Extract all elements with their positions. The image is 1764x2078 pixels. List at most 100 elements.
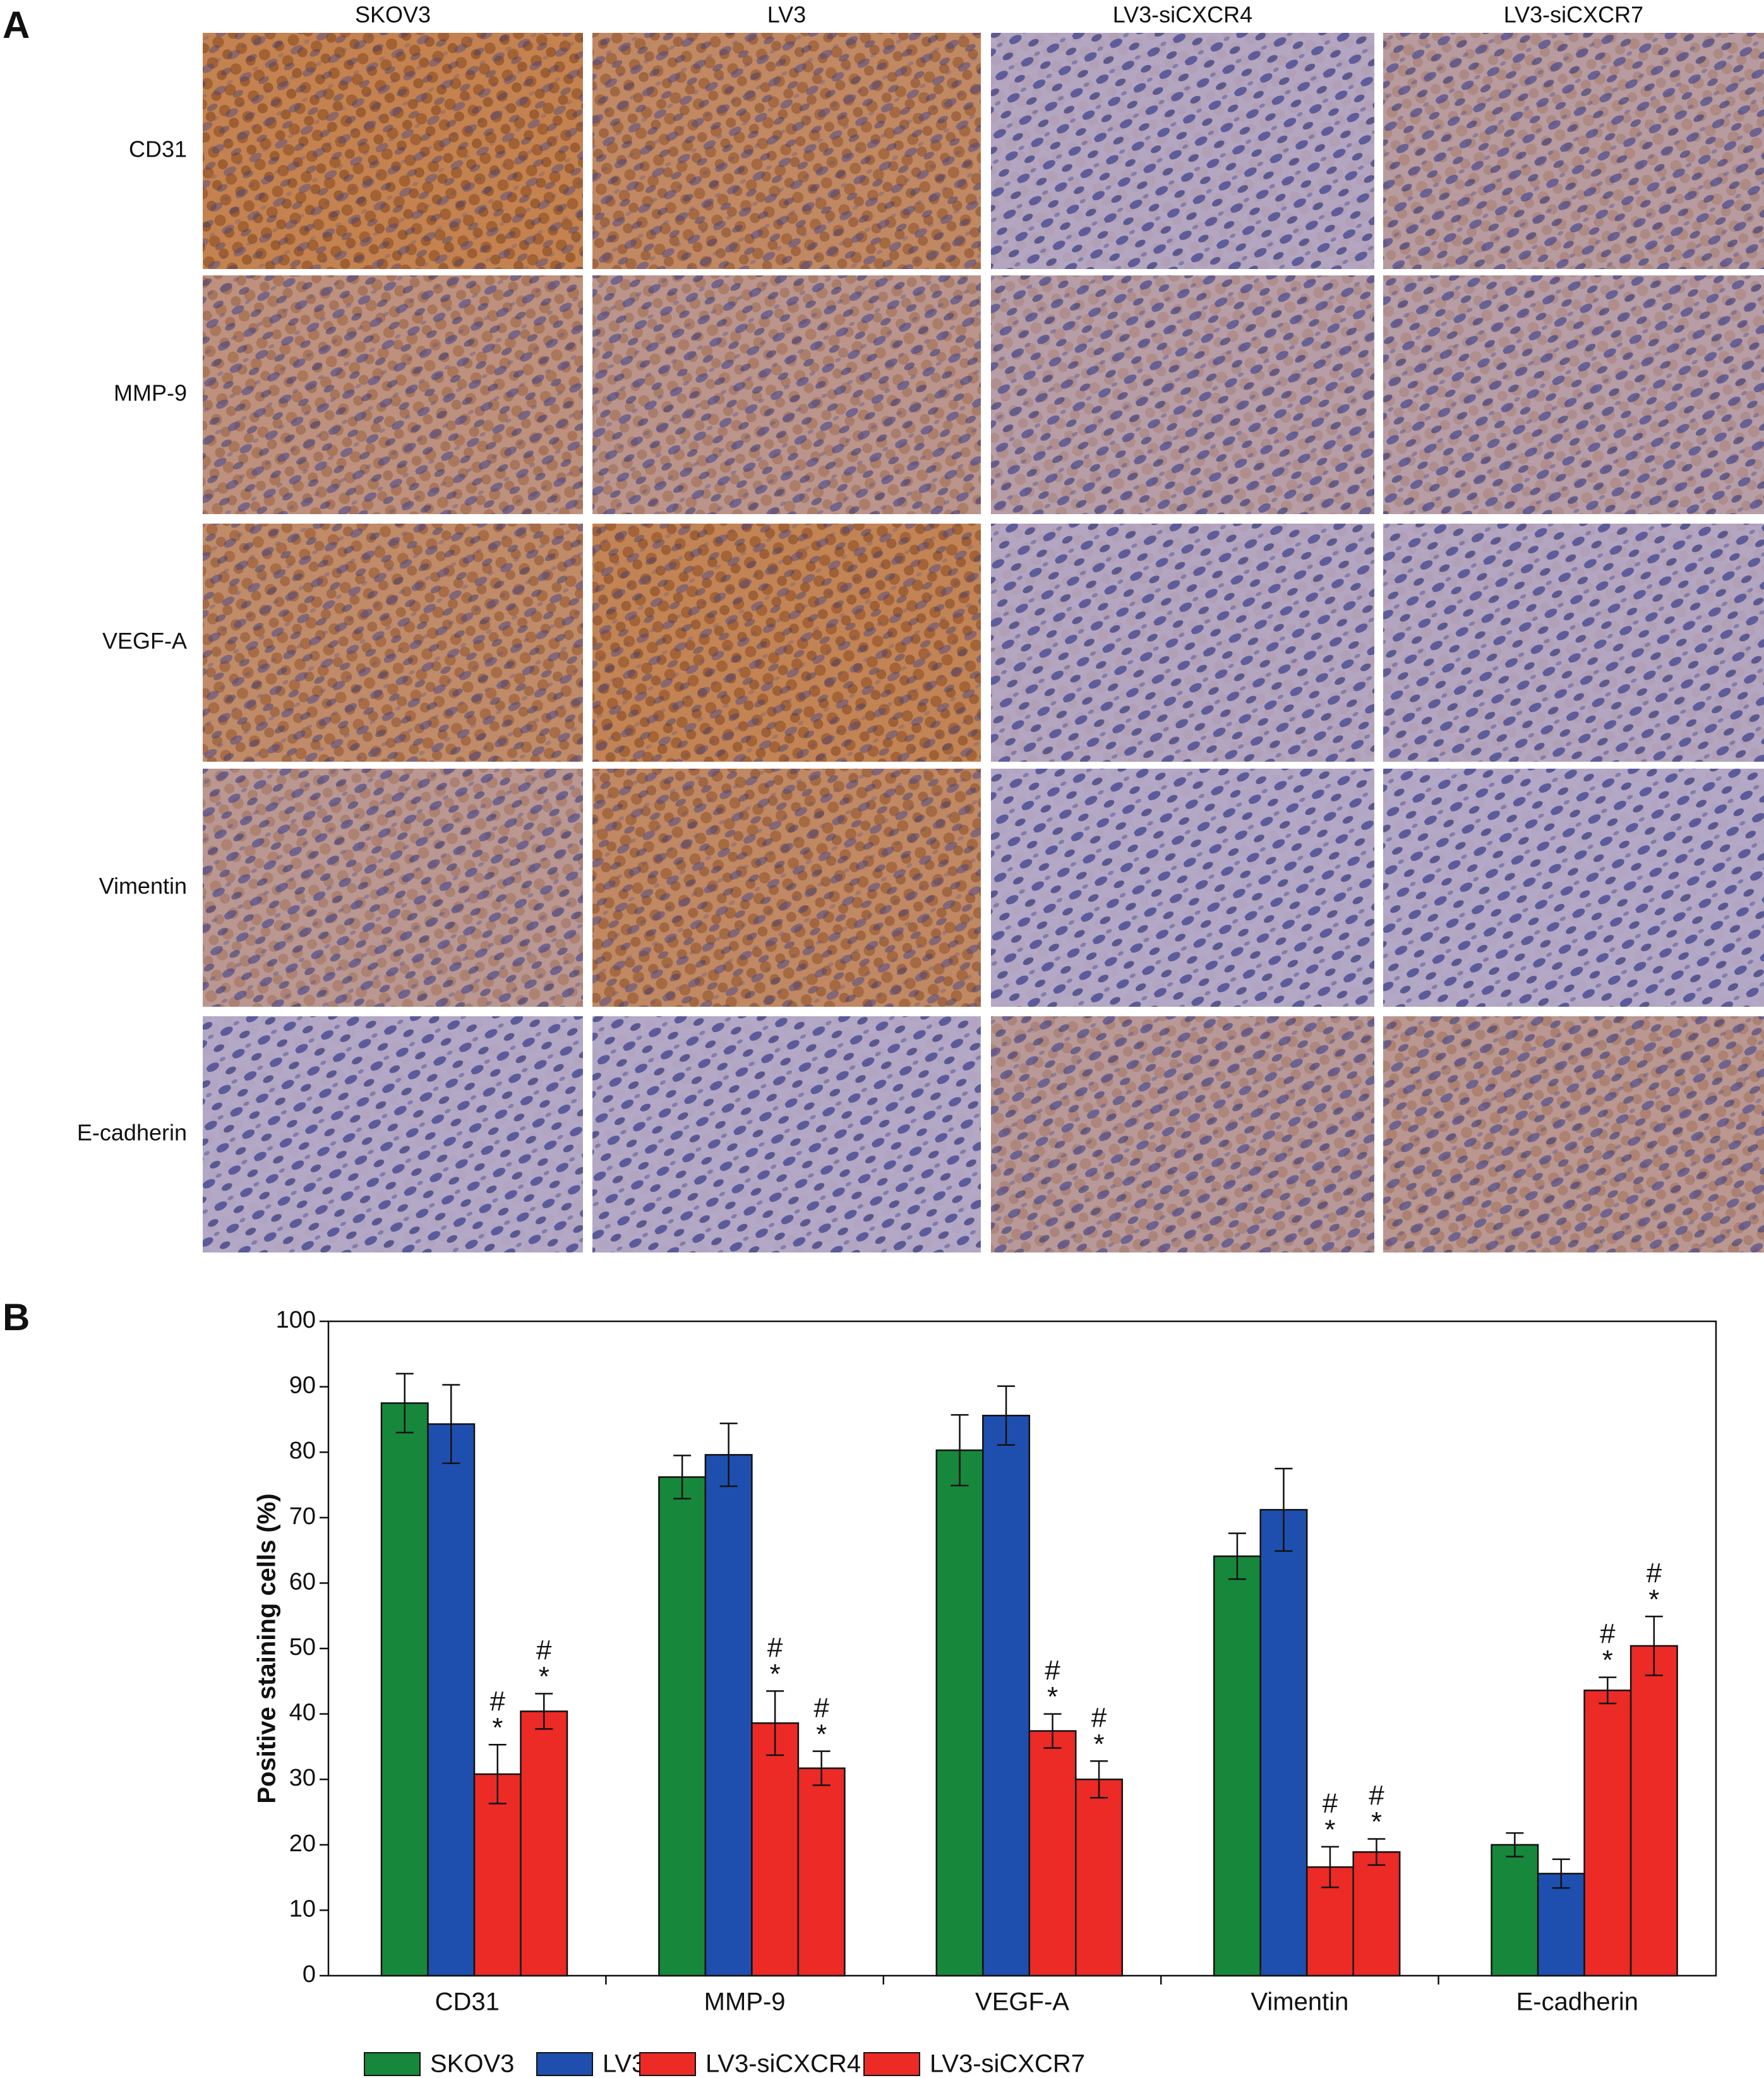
column-label: SKOV3 [355,2,431,28]
bar [1075,1778,1124,1977]
error-bar [1228,1532,1246,1580]
micrograph-texture [592,275,981,514]
bar [520,1710,568,1977]
legend-swatch [364,2052,421,2076]
micrograph-texture [203,524,583,762]
bar [797,1767,846,1977]
significance-mark: * [770,1659,781,1690]
row-label: MMP-9 [114,380,187,406]
y-tick-label: 0 [303,1961,316,1988]
bar [1259,1509,1308,1977]
legend-label: LV3 [603,2050,645,2078]
y-tick-label: 80 [289,1438,316,1464]
error-bar [1043,1713,1062,1749]
significance-mark: * [1093,1729,1104,1760]
error-bar [1506,1832,1524,1858]
y-tick-label: 20 [289,1830,316,1857]
error-bar [766,1690,784,1757]
significance-mark: # [1647,1558,1662,1589]
bar [1352,1851,1401,1977]
row-label: E-cadherin [77,1120,187,1146]
significance-mark: # [1091,1702,1107,1733]
panel-label: A [3,4,30,46]
micrograph-texture [203,769,583,1007]
error-bar [673,1455,692,1500]
legend-swatch [863,2052,920,2076]
y-tick-label: 10 [289,1895,316,1922]
error-bar [997,1385,1016,1446]
significance-mark: # [490,1686,506,1717]
significance-mark: # [1369,1780,1384,1811]
significance-mark: # [1600,1618,1616,1649]
micrograph-texture [991,524,1374,762]
micrograph-texture [203,33,583,269]
x-tick-label: Vimentin [1251,1988,1348,2016]
significance-mark: * [492,1712,503,1743]
legend-label: LV3-siCXCR7 [930,2050,1085,2078]
y-axis-label: Positive staining cells (%) [253,1493,281,1803]
significance-mark: # [1045,1655,1060,1686]
significance-mark: * [816,1719,827,1750]
column-label: LV3-siCXCR7 [1504,2,1643,28]
error-bar [535,1693,553,1730]
y-tick-label: 90 [289,1372,316,1399]
micrograph-texture [991,1016,1374,1252]
error-bar [1367,1838,1386,1866]
row-label: CD31 [129,136,187,162]
bar [1629,1645,1678,1977]
micrograph-texture [203,1016,583,1252]
micrograph-texture [592,769,981,1007]
legend-label: SKOV3 [430,2050,514,2078]
bar [751,1722,800,1977]
y-tick-label: 100 [276,1307,316,1333]
error-bar [1275,1467,1293,1552]
legend-swatch [536,2052,593,2076]
y-tick-label: 30 [289,1765,316,1791]
significance-mark: * [539,1661,549,1692]
row-label: VEGF-A [102,628,187,654]
bar [380,1402,429,1977]
column-label: LV3 [767,2,806,28]
significance-mark: * [1324,1815,1335,1846]
significance-mark: * [1371,1806,1382,1837]
legend-swatch [639,2052,696,2076]
error-bar [395,1372,414,1434]
micrograph-texture [592,524,981,762]
significance-mark: * [1648,1584,1659,1615]
micrograph-texture [1383,769,1764,1007]
micrograph-texture [1383,1016,1764,1252]
error-bar [1645,1615,1663,1676]
significance-mark: * [1047,1681,1058,1712]
bar [1537,1873,1585,1977]
x-tick-label: VEGF-A [975,1988,1069,2016]
error-bar [442,1384,460,1465]
x-tick-label: MMP-9 [704,1988,786,2016]
micrograph-texture [203,275,583,514]
error-bar [1321,1846,1339,1889]
micrograph-texture [592,33,981,269]
bar [427,1423,476,1977]
error-bar [1552,1858,1570,1889]
column-label: LV3-siCXCR4 [1113,2,1252,28]
significance-mark: # [536,1635,552,1666]
bar [1583,1690,1632,1977]
x-tick-label: CD31 [435,1988,500,2016]
micrograph-texture [592,1016,981,1252]
significance-mark: # [767,1632,783,1663]
significance-mark: # [813,1692,829,1723]
row-label: Vimentin [99,873,187,899]
bar [1491,1844,1539,1977]
significance-mark: * [1602,1645,1613,1676]
error-bar [812,1750,831,1786]
y-tick-label: 70 [289,1503,316,1530]
micrograph-texture [991,275,1374,514]
y-tick-label: 40 [289,1700,316,1726]
bar [1028,1730,1077,1977]
micrograph-texture [1383,524,1764,762]
error-bar [1599,1676,1617,1705]
y-tick-label: 60 [289,1568,316,1595]
error-bar [1090,1760,1108,1799]
x-tick-label: E-cadherin [1516,1988,1638,2016]
bar [658,1476,707,1977]
